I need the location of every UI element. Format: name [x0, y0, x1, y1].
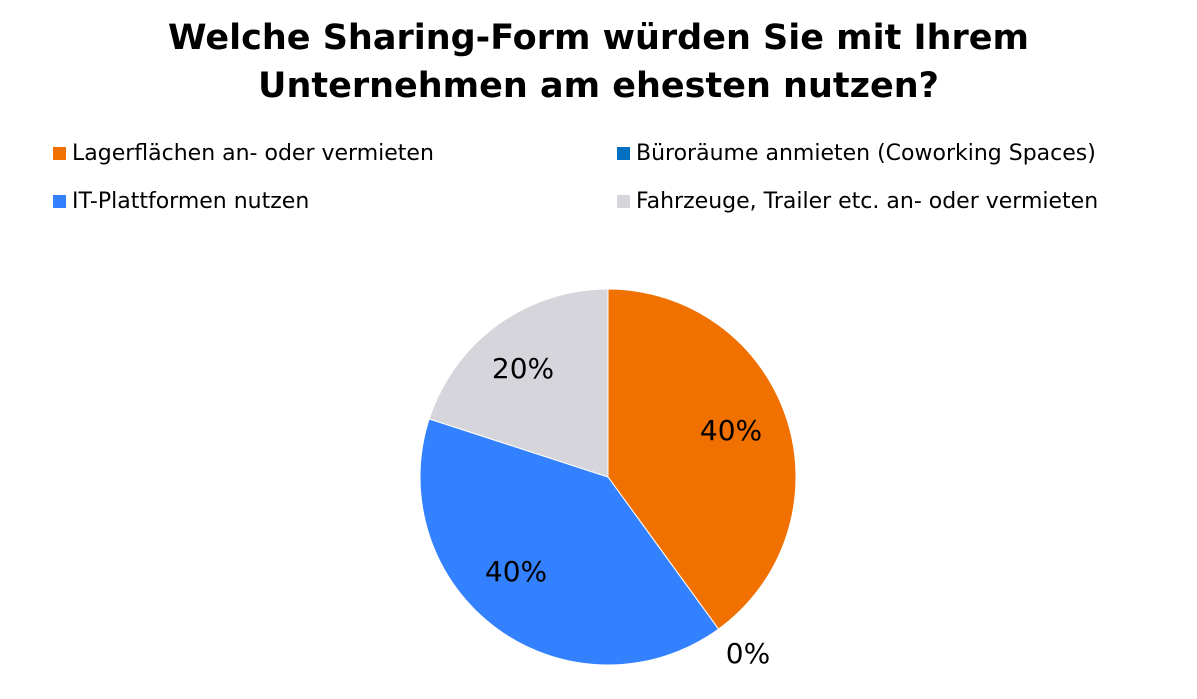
legend-label-fahrzeuge: Fahrzeuge, Trailer etc. an- oder vermiet…: [636, 189, 1099, 214]
chart-title: Welche Sharing-Form würden Sie mit Ihrem…: [0, 14, 1197, 110]
slice-label-b-ror-ume-anmieten-coworking-spaces: 0%: [726, 637, 770, 670]
legend-item-fahrzeuge: Fahrzeuge, Trailer etc. an- oder vermiet…: [617, 189, 1098, 214]
legend-swatch-it-plattformen: [53, 195, 66, 208]
pie-slice-fahrzeuge-trailer-etc-an-oder-vermieten: [428, 288, 609, 478]
legend-label-it-plattformen: IT-Plattformen nutzen: [72, 189, 310, 214]
legend-item-bueroraeume: Büroräume anmieten (Coworking Spaces): [617, 141, 1096, 166]
legend-label-lagerflaechen: Lagerflächen an- oder vermieten: [72, 141, 434, 166]
chart-title-line-1: Welche Sharing-Form würden Sie mit Ihrem: [168, 18, 1029, 58]
legend-item-it-plattformen: IT-Plattformen nutzen: [53, 189, 309, 214]
legend-swatch-bueroraeume: [617, 147, 630, 160]
slice-label-lagerfl-chen-an-oder-vermieten: 40%: [700, 414, 762, 447]
slice-label-fahrzeuge-trailer-etc-an-oder-vermieten: 20%: [492, 352, 554, 385]
legend-label-bueroraeume: Büroräume anmieten (Coworking Spaces): [636, 141, 1096, 166]
legend-item-lagerflaechen: Lagerflächen an- oder vermieten: [53, 141, 434, 166]
legend-swatch-lagerflaechen: [53, 147, 66, 160]
slice-label-it-plattformen-nutzen: 40%: [485, 555, 547, 588]
pie-slice-it-plattformen-nutzen: [419, 418, 720, 666]
pie-slice-lagerfl-chen-an-oder-vermieten: [607, 288, 797, 630]
chart-title-line-2: Unternehmen am ehesten nutzen?: [258, 66, 939, 106]
legend-swatch-fahrzeuge: [617, 195, 630, 208]
